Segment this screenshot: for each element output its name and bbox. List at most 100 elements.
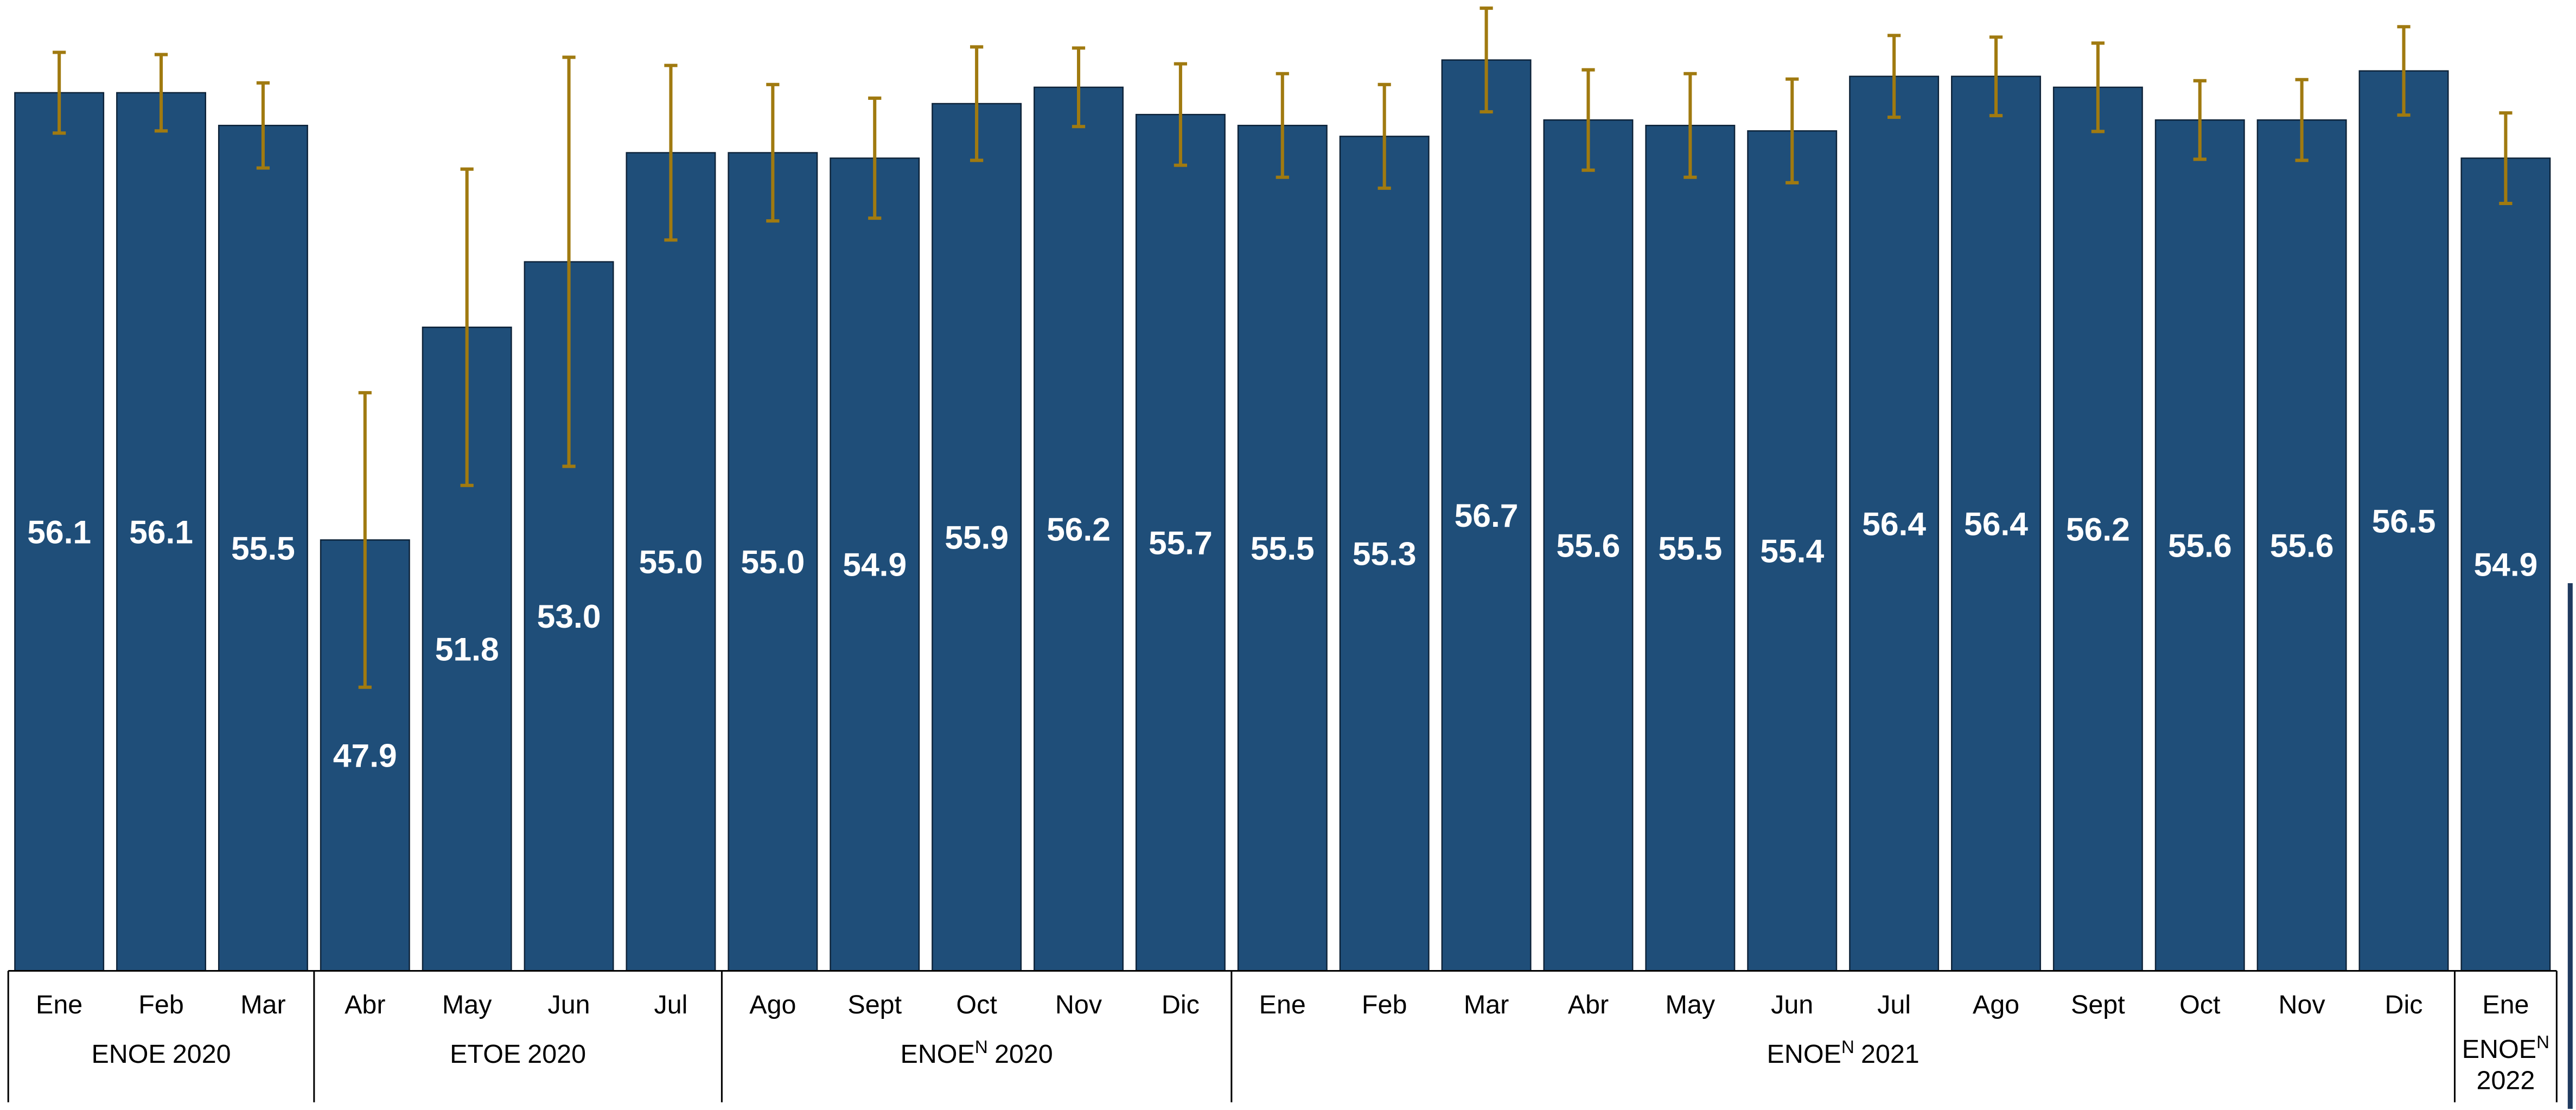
group-year: 2021	[1861, 1039, 1920, 1069]
value-label: 56.1	[129, 513, 193, 550]
x-tick-label: Sept	[2071, 990, 2125, 1019]
group-sup: N	[1841, 1037, 1854, 1057]
x-tick-label: Dic	[2385, 990, 2423, 1019]
error-bar	[2397, 25, 2411, 117]
x-tick-label: Jul	[654, 990, 688, 1019]
x-tick-label: Oct	[956, 990, 997, 1019]
value-label: 55.5	[231, 530, 295, 567]
bar	[2358, 70, 2449, 972]
value-label: 56.5	[2372, 502, 2436, 539]
group-label: ENOEN 2020	[901, 1037, 1053, 1069]
error-bar	[1480, 7, 1493, 114]
group-label: ENOE 2020	[91, 1039, 231, 1069]
bar	[1645, 125, 1736, 972]
x-tick-label: Oct	[2179, 990, 2221, 1019]
group-name: ETOE	[450, 1039, 521, 1069]
value-label: 56.4	[1862, 505, 1926, 542]
error-bar	[2091, 41, 2105, 133]
x-tick-label: Mar	[1464, 990, 1509, 1019]
error-bar	[1174, 62, 1188, 167]
value-label: 56.2	[1047, 511, 1111, 547]
value-label: 47.9	[333, 737, 397, 774]
error-bar	[2499, 111, 2513, 206]
error-bar	[1582, 68, 1595, 172]
group-name: ENOE	[91, 1039, 165, 1069]
error-bar	[1684, 72, 1697, 179]
value-label: 53.0	[537, 598, 601, 635]
x-tick-label: Jun	[548, 990, 590, 1019]
error-bar	[154, 53, 168, 133]
bar	[1849, 75, 1940, 972]
x-tick-label: Abr	[1568, 990, 1609, 1019]
x-tick-label: Jun	[1771, 990, 1813, 1019]
x-tick-label: Mar	[240, 990, 285, 1019]
value-label: 55.0	[639, 544, 703, 580]
value-label: 55.7	[1149, 525, 1213, 562]
bar	[626, 152, 716, 972]
x-tick-label: May	[442, 990, 492, 1019]
value-label: 54.9	[843, 546, 907, 583]
value-label: 55.6	[2168, 527, 2232, 564]
error-bar	[1989, 35, 2003, 118]
bar	[14, 92, 105, 972]
group-year: 2020	[527, 1039, 586, 1069]
x-tick-label: Sept	[847, 990, 902, 1019]
value-label: 56.1	[27, 513, 91, 550]
error-bar	[1276, 72, 1289, 179]
value-label: 55.0	[741, 544, 805, 580]
value-label: 56.4	[1964, 505, 2028, 542]
error-bar	[2193, 79, 2207, 161]
error-bar	[1786, 77, 1799, 184]
value-label: 55.3	[1353, 535, 1417, 572]
value-label: 56.2	[2066, 511, 2130, 547]
error-bar	[766, 82, 780, 223]
error-bar	[1887, 34, 1901, 119]
bar	[1441, 59, 1532, 972]
bar	[830, 157, 920, 972]
error-bar	[1072, 46, 1086, 129]
bar	[1339, 136, 1430, 972]
group-label: ENOEN 2021	[1767, 1037, 1920, 1069]
group-name: ENOE	[1767, 1039, 1841, 1069]
x-tick-label: Feb	[1362, 990, 1407, 1019]
x-tick-label: Ago	[749, 990, 796, 1019]
x-tick-label: May	[1666, 990, 1716, 1019]
group-year: 2020	[173, 1039, 231, 1069]
x-tick-label: Nov	[2279, 990, 2326, 1019]
error-bar	[2295, 78, 2309, 162]
bar	[1034, 86, 1124, 972]
value-label: 55.6	[2270, 527, 2334, 564]
group-sup: N	[2536, 1032, 2549, 1052]
error-bar	[868, 96, 882, 220]
bar	[2256, 119, 2347, 972]
value-label: 55.4	[1760, 533, 1824, 570]
error-bar	[460, 167, 474, 487]
bar	[218, 125, 308, 972]
value-label: 55.9	[945, 519, 1009, 556]
error-bar	[53, 50, 66, 135]
error-bar	[664, 63, 678, 242]
group-year: 2020	[994, 1039, 1053, 1069]
group-name: ENOE	[2462, 1035, 2536, 1064]
group-label: ETOE 2020	[450, 1039, 586, 1069]
x-tick-label: Ago	[1973, 990, 2019, 1019]
value-label: 56.7	[1455, 497, 1519, 534]
bar	[2052, 86, 2143, 972]
x-tick-label: Nov	[1055, 990, 1102, 1019]
x-tick-label: Ene	[36, 990, 82, 1019]
value-label: 55.6	[1557, 527, 1621, 564]
x-tick-label: Feb	[138, 990, 183, 1019]
group-name: ENOE	[901, 1039, 975, 1069]
group-sup: N	[975, 1037, 988, 1057]
x-tick-label: Ene	[2482, 990, 2529, 1019]
bar	[1237, 125, 1328, 972]
bar	[728, 152, 818, 972]
x-tick-label: Dic	[1162, 990, 1200, 1019]
error-bar	[562, 55, 576, 468]
bar	[1135, 113, 1226, 972]
edge-bar	[2567, 583, 2573, 1109]
value-label: 51.8	[435, 631, 499, 668]
x-tick-label: Ene	[1259, 990, 1306, 1019]
group-year: 2022	[2477, 1066, 2535, 1095]
